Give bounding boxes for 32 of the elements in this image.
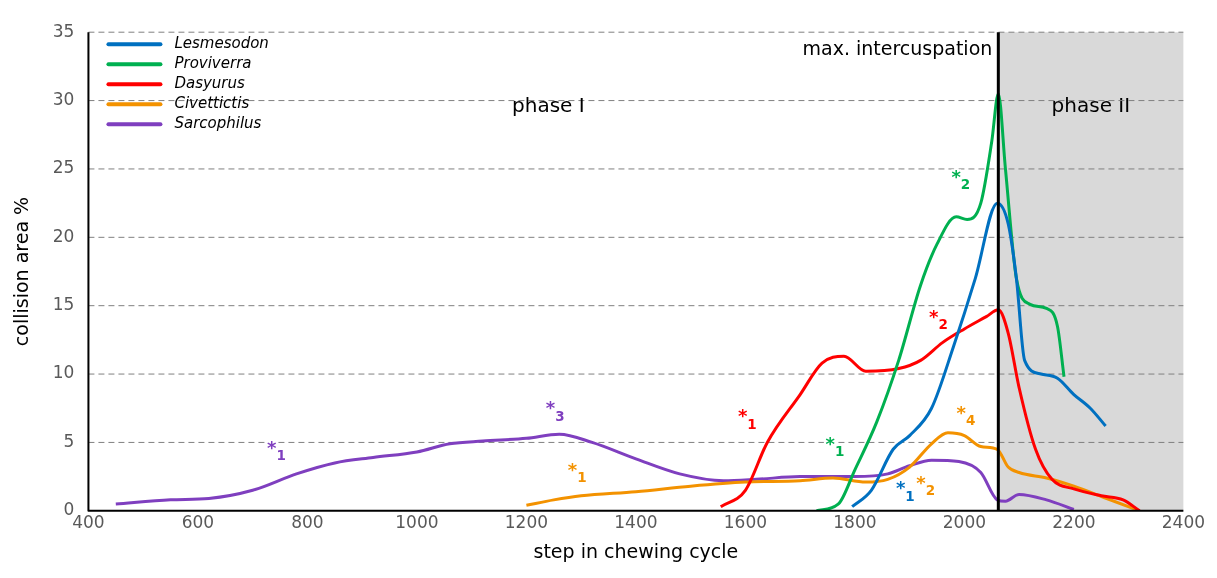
x-tick-label: 600 [181,512,215,533]
line-series [114,432,1076,511]
x-tick-label: 2200 [1052,512,1096,533]
x-axis-title: step in chewing cycle [533,539,739,562]
legend-label: Lesmesodon [174,34,269,53]
band-label: phase II [1051,93,1131,118]
x-tick-label: 1400 [614,512,658,533]
x-tick-label: 1000 [395,512,439,533]
x-tick-label: 400 [72,512,105,533]
ref-line-label: max. intercuspation [802,37,993,60]
legend-label: Proviverra [174,54,252,73]
x-tick-label: 1800 [833,512,877,533]
legend-label: Sarcophilus [174,114,262,133]
y-axis-title: collision area % [10,196,33,347]
y-tick-label: 25 [52,157,75,178]
x-tick-label: 2000 [942,512,987,533]
y-tick-label: 15 [52,294,75,315]
x-tick-label: 800 [291,512,324,533]
legend-label: Civettictis [174,94,250,113]
annotation: phase I [512,93,585,118]
y-tick-label: 35 [52,20,75,41]
x-tick-label: 1600 [723,512,768,533]
x-tick-label: 1200 [504,512,549,533]
legend-label: Dasyurus [174,74,246,93]
y-tick-label: 5 [63,430,75,451]
line-series [850,201,1108,509]
y-tick-label: 20 [52,225,75,246]
y-tick-label: 10 [52,362,75,383]
x-tick-label: 2400 [1161,512,1205,533]
y-tick-label: 30 [52,88,75,109]
line-series [719,308,1142,511]
y-tick-label: 0 [63,499,75,520]
